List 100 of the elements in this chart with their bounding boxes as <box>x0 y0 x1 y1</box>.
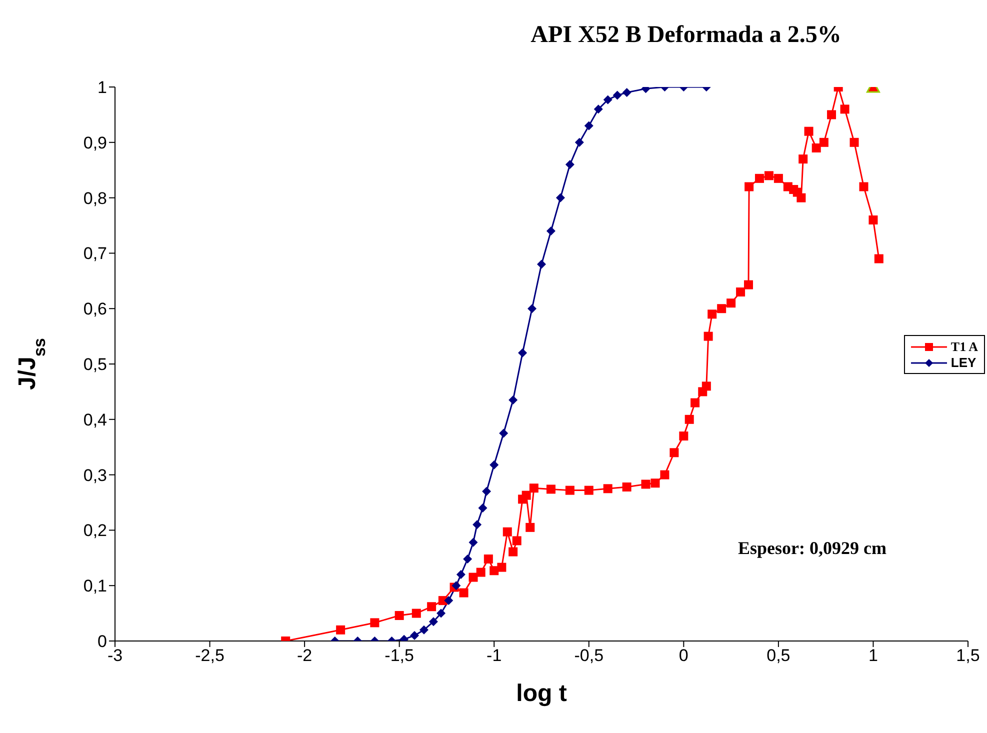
legend-label: LEY <box>950 355 976 370</box>
point <box>497 562 506 572</box>
point <box>679 432 688 441</box>
point <box>463 554 472 564</box>
x-tick-label: -3 <box>107 646 123 666</box>
point <box>427 602 436 612</box>
point <box>670 448 679 458</box>
point <box>812 143 821 152</box>
point <box>522 490 531 500</box>
point <box>603 484 612 494</box>
point <box>874 254 884 264</box>
point <box>546 484 556 494</box>
point <box>717 304 726 314</box>
point <box>565 486 574 495</box>
point <box>804 126 814 136</box>
point <box>798 154 808 164</box>
y-tick-label: 0,5 <box>83 355 107 374</box>
point <box>412 608 421 618</box>
point <box>512 536 522 546</box>
point <box>428 617 438 626</box>
point <box>546 226 556 236</box>
point <box>827 110 836 120</box>
chart-title: API X52 B Deformada a 2.5% <box>530 22 842 49</box>
point <box>744 280 753 290</box>
point <box>472 520 482 530</box>
x-tick-label: -2 <box>296 646 312 666</box>
x-tick-label: 1 <box>868 646 878 666</box>
point <box>726 298 736 308</box>
point <box>499 428 508 438</box>
legend-label: T1 A <box>950 339 978 355</box>
point <box>476 568 486 577</box>
y-tick-label: 0,6 <box>83 300 107 319</box>
x-tick-label: -1 <box>486 646 502 666</box>
point <box>394 611 404 620</box>
point <box>840 104 850 114</box>
y-tick-label: 0,3 <box>83 466 107 485</box>
point <box>584 486 594 495</box>
point <box>708 310 717 319</box>
x-tick-label: 0 <box>678 646 688 666</box>
point <box>704 332 713 341</box>
point <box>622 88 632 98</box>
point <box>556 193 565 202</box>
point <box>526 522 535 532</box>
y-tick-label: 0,1 <box>83 576 107 596</box>
point <box>594 104 603 114</box>
x-axis-title: log t <box>516 680 567 707</box>
point <box>410 630 419 640</box>
point <box>868 215 878 224</box>
point <box>603 95 612 104</box>
point <box>490 460 499 470</box>
x-tick-label: -2,5 <box>195 646 224 666</box>
x-tick-label: -1,5 <box>384 646 414 666</box>
point <box>859 182 868 192</box>
point <box>370 618 380 628</box>
y-tick-label: 0,2 <box>83 521 107 540</box>
x-tick-label: 1,5 <box>956 646 980 666</box>
point <box>537 260 546 269</box>
point <box>754 174 764 183</box>
y-tick-label: 0,7 <box>83 244 107 264</box>
point <box>819 138 828 147</box>
point <box>565 160 574 170</box>
point <box>584 121 594 130</box>
point <box>850 138 859 147</box>
point <box>436 608 446 618</box>
point <box>744 182 754 192</box>
point <box>518 348 528 358</box>
point <box>764 171 774 180</box>
y-tick-label: 1 <box>98 78 107 98</box>
point <box>529 484 538 493</box>
point <box>478 504 488 513</box>
point <box>660 470 670 480</box>
point <box>444 596 454 606</box>
point <box>502 527 512 536</box>
y-tick-label: 0 <box>98 632 107 652</box>
point <box>612 90 622 100</box>
point <box>622 482 632 492</box>
x-tick-label: 0,5 <box>766 646 790 666</box>
point <box>641 480 650 489</box>
point <box>796 193 806 202</box>
y-tick-label: 0,4 <box>83 410 107 430</box>
point <box>508 396 518 405</box>
point <box>528 304 537 314</box>
point <box>482 486 492 496</box>
point <box>468 538 478 547</box>
y-tick-label: 0,9 <box>83 133 107 152</box>
point <box>468 572 478 582</box>
point <box>774 174 783 183</box>
point <box>650 478 660 488</box>
annotation: Espesor: 0,0929 cm <box>738 538 886 559</box>
point <box>484 554 493 564</box>
x-tick-label: -0,5 <box>574 646 604 666</box>
point <box>419 625 428 634</box>
point <box>736 287 746 296</box>
point <box>702 382 711 391</box>
point <box>456 570 466 580</box>
point <box>459 588 468 598</box>
point <box>508 547 518 556</box>
point <box>574 138 584 147</box>
y-tick-label: 0,8 <box>83 188 107 208</box>
point <box>336 625 346 634</box>
